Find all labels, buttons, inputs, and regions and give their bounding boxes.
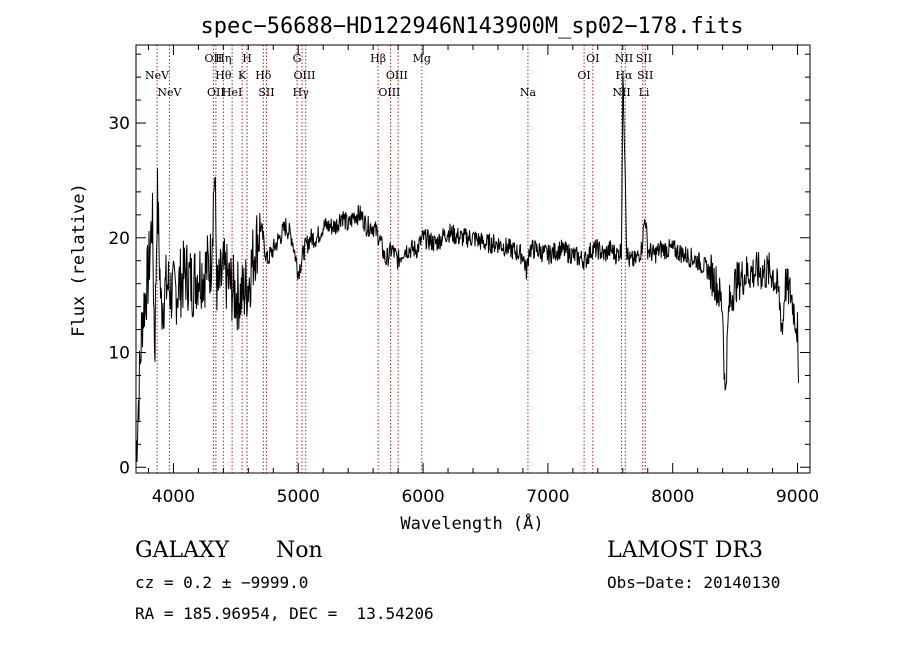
y-tick-label-0: 0	[119, 458, 130, 478]
x-tick-label-4000: 4000	[152, 487, 195, 507]
survey-name: LAMOST DR3	[607, 538, 763, 563]
line-label-7: H	[242, 52, 252, 65]
line-label-0: NeV	[145, 69, 170, 82]
line-label-20: OI	[577, 69, 590, 82]
line-label-11: G	[293, 52, 302, 65]
line-label-8: K	[238, 69, 247, 82]
line-label-16: OIII	[378, 86, 400, 99]
line-label-19: OI	[586, 52, 599, 65]
y-tick-label-20: 20	[108, 229, 130, 249]
line-label-4: Hη	[215, 52, 231, 65]
x-axis: 4000 5000 6000 7000 8000 9000	[147, 45, 819, 507]
line-label-2: OII	[205, 52, 223, 65]
line-label-13: Hγ	[293, 86, 310, 99]
line-label-14: Hβ	[370, 52, 386, 65]
line-label-23: NII	[612, 86, 630, 99]
object-subclass: Non	[276, 538, 323, 563]
line-label-12: OIII	[293, 69, 315, 82]
plot-frame	[135, 44, 811, 474]
line-label-25: SII	[637, 69, 653, 82]
x-tick-label-6000: 6000	[401, 487, 444, 507]
line-label-17: Mg	[413, 52, 431, 65]
x-tick-label-9000: 9000	[776, 487, 819, 507]
line-label-15: OIII	[386, 69, 408, 82]
chart-title: spec−56688−HD122946N143900M_sp02−178.fit…	[200, 14, 743, 39]
line-label-21: NII	[615, 52, 633, 65]
x-tick-label-8000: 8000	[651, 487, 694, 507]
y-axis: 0 10 20 30	[108, 53, 810, 478]
line-label-24: SII	[636, 52, 652, 65]
spectrum-line	[135, 76, 799, 463]
line-label-22: Hα	[616, 69, 634, 82]
y-tick-label-10: 10	[108, 344, 130, 364]
redshift-readout: cz = 0.2 ± −9999.0	[135, 573, 309, 592]
line-label-3: OII	[207, 86, 225, 99]
y-axis-label: Flux (relative)	[69, 183, 89, 337]
object-class: GALAXY	[135, 538, 230, 563]
obs-date: Obs−Date: 20140130	[607, 573, 781, 592]
x-tick-label-7000: 7000	[526, 487, 569, 507]
line-label-10: SII	[258, 86, 274, 99]
coordinates: RA = 185.96954, DEC = 13.54206	[135, 604, 434, 623]
x-tick-label-5000: 5000	[277, 487, 320, 507]
x-axis-label: Wavelength (Å)	[400, 512, 543, 534]
line-label-1: NeV	[157, 86, 182, 99]
line-label-5: Hθ	[215, 69, 232, 82]
y-tick-label-30: 30	[108, 114, 130, 134]
line-label-18: Na	[520, 86, 537, 99]
line-label-9: Hδ	[255, 69, 272, 82]
line-label-6: HeI	[222, 86, 242, 99]
line-label-26: Li	[639, 86, 650, 99]
